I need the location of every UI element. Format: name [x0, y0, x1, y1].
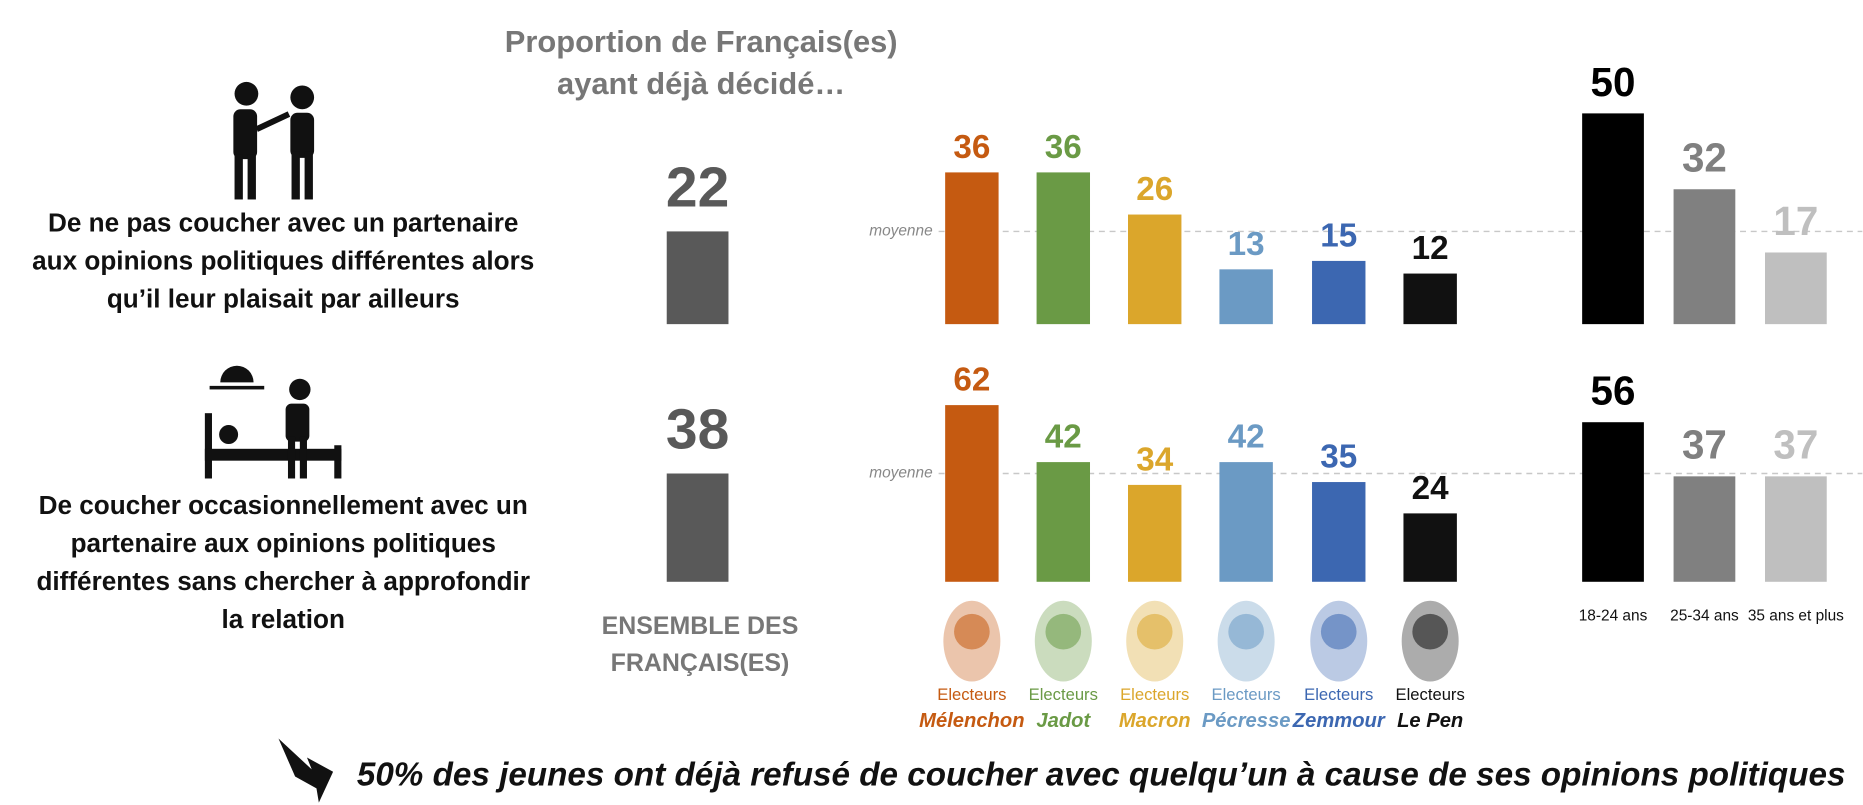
conclusion: 50% des jeunes ont déjà refusé de couche…: [357, 756, 1846, 793]
category-prefix: Electeurs: [1120, 685, 1189, 704]
value-label: 50: [1591, 59, 1636, 105]
category-label: 25-34 ans: [1670, 607, 1739, 624]
value-label: 56: [1591, 368, 1636, 414]
category-label: Jadot: [1036, 710, 1091, 732]
bar: [1036, 172, 1091, 325]
arrow-icon: [278, 738, 334, 803]
voter-photo-face: [1045, 613, 1082, 650]
couple-icon: [233, 81, 315, 200]
bar: [1312, 482, 1366, 582]
bar: [1764, 252, 1827, 325]
bar: [1673, 189, 1736, 325]
value-label: 42: [1228, 419, 1265, 456]
bar: [666, 473, 729, 582]
category-prefix: Electeurs: [1212, 685, 1281, 704]
value-label: 36: [953, 129, 990, 166]
category-prefix: Electeurs: [937, 685, 1006, 704]
bar: [1036, 462, 1091, 582]
value-label: 17: [1773, 198, 1818, 244]
value-label: 42: [1045, 419, 1082, 456]
value-label: 36: [1045, 129, 1082, 166]
average-label: moyenne: [869, 465, 932, 482]
category-label-box: ENSEMBLE DES FRANÇAIS(ES): [601, 612, 799, 677]
row-label: De ne pas coucher avec un partenaire aux…: [32, 207, 535, 314]
row-label-box: De ne pas coucher avec un partenaire aux…: [32, 207, 535, 314]
bar: [1128, 214, 1182, 325]
voter-photo-face: [1412, 613, 1448, 650]
value-label: 37: [1773, 422, 1818, 468]
bar: [666, 231, 729, 325]
value-label: 26: [1136, 171, 1173, 208]
value-label: 12: [1412, 230, 1449, 267]
category-label: Zemmour: [1292, 710, 1386, 732]
value-label: 37: [1682, 422, 1727, 468]
bar: [1403, 513, 1457, 582]
bar: [1128, 484, 1182, 582]
category-prefix: Electeurs: [1029, 685, 1098, 704]
value-label: 35: [1320, 439, 1357, 476]
bar: [1403, 273, 1457, 325]
category-label: Pécresse: [1202, 710, 1291, 732]
value-label: 62: [953, 362, 990, 399]
value-label: 38: [666, 398, 729, 462]
bed-icon: [204, 365, 342, 479]
voter-photo-face: [954, 613, 990, 650]
bar: [1219, 269, 1273, 325]
category-label: ENSEMBLE DES FRANÇAIS(ES): [601, 612, 799, 677]
bar: [945, 172, 999, 325]
chart-title: Proportion de Français(es) ayant déjà dé…: [504, 23, 898, 101]
value-label: 15: [1320, 217, 1357, 254]
bar: [1673, 476, 1736, 582]
category-label: 35 ans et plus: [1748, 607, 1844, 624]
chart-title-box: Proportion de Français(es) ayant déjà dé…: [504, 23, 898, 101]
row-label-box: De coucher occasionnellement avec un par…: [36, 490, 530, 635]
bar: [1582, 422, 1644, 582]
category-prefix: Electeurs: [1304, 685, 1373, 704]
row-label: De coucher occasionnellement avec un par…: [36, 490, 530, 635]
bar: [1582, 113, 1644, 325]
value-label: 34: [1136, 441, 1173, 478]
voter-photo-face: [1320, 613, 1357, 650]
value-label: 13: [1228, 226, 1265, 263]
category-label: 18-24 ans: [1579, 607, 1648, 624]
bar: [1312, 260, 1366, 325]
value-label: 22: [666, 156, 729, 220]
category-label: Macron: [1119, 710, 1191, 732]
bar: [1219, 462, 1273, 582]
average-label: moyenne: [869, 222, 932, 239]
value-label: 32: [1682, 135, 1727, 181]
category-label: Mélenchon: [919, 710, 1024, 732]
bar: [1764, 476, 1827, 582]
category-label: Le Pen: [1397, 710, 1463, 732]
value-label: 24: [1412, 470, 1449, 507]
bar: [945, 405, 999, 582]
category-prefix: Electeurs: [1396, 685, 1465, 704]
voter-photo-face: [1136, 613, 1173, 650]
voter-photo-face: [1228, 613, 1264, 650]
